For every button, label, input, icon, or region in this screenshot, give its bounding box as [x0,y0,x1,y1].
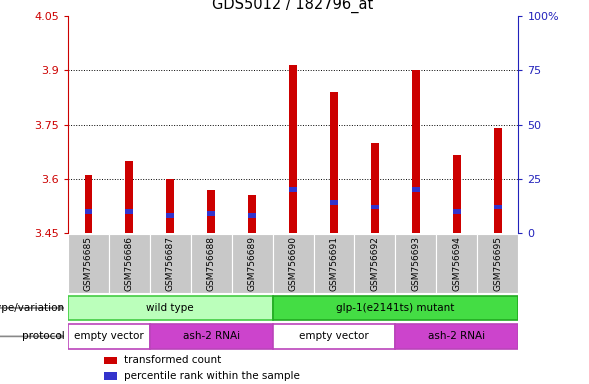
Text: ash-2 RNAi: ash-2 RNAi [428,331,485,341]
Bar [494,205,501,209]
Text: GSM756689: GSM756689 [247,236,257,291]
Bar [167,214,174,218]
Bar [249,214,256,218]
Bar [68,296,273,320]
Bar [207,190,215,233]
Text: GSM756691: GSM756691 [329,236,339,291]
Bar [494,128,501,233]
Bar [273,234,313,293]
Text: percentile rank within the sample: percentile rank within the sample [124,371,300,381]
Bar [231,234,273,293]
Bar [313,234,355,293]
Text: wild type: wild type [146,303,194,313]
Bar [330,92,337,233]
Bar [85,209,92,214]
Bar [395,324,518,349]
Bar [109,234,150,293]
Bar [330,200,337,205]
Bar [167,179,174,233]
Bar [85,175,92,233]
Text: protocol: protocol [22,331,65,341]
Bar [104,357,117,364]
Bar [68,234,109,293]
Text: ash-2 RNAi: ash-2 RNAi [183,331,240,341]
Title: GDS5012 / 182796_at: GDS5012 / 182796_at [213,0,373,13]
Bar [207,211,215,216]
Text: GSM756688: GSM756688 [207,236,216,291]
Bar [477,234,518,293]
Bar [273,296,518,320]
Bar [453,209,461,214]
Bar [289,187,297,192]
Bar [273,324,395,349]
Bar [150,234,191,293]
Text: empty vector: empty vector [74,331,144,341]
Bar [150,324,273,349]
Text: GSM756695: GSM756695 [494,236,502,291]
Bar [395,234,436,293]
Bar [125,209,133,214]
Bar [412,70,419,233]
Text: transformed count: transformed count [124,356,221,366]
Text: GSM756687: GSM756687 [166,236,175,291]
Bar [249,195,256,233]
Bar [371,143,379,233]
Text: genotype/variation: genotype/variation [0,303,65,313]
Text: empty vector: empty vector [299,331,369,341]
Text: GSM756686: GSM756686 [125,236,134,291]
Bar [436,234,477,293]
Text: GSM756692: GSM756692 [370,236,379,291]
Bar [104,372,117,380]
Text: GSM756693: GSM756693 [411,236,421,291]
Text: GSM756694: GSM756694 [452,236,461,291]
Text: glp-1(e2141ts) mutant: glp-1(e2141ts) mutant [336,303,455,313]
Bar [68,324,150,349]
Bar [191,234,231,293]
Bar [355,234,395,293]
Text: GSM756685: GSM756685 [84,236,92,291]
Bar [125,161,133,233]
Text: GSM756690: GSM756690 [289,236,297,291]
Bar [371,205,379,209]
Bar [412,187,419,192]
Bar [453,156,461,233]
Bar [289,65,297,233]
